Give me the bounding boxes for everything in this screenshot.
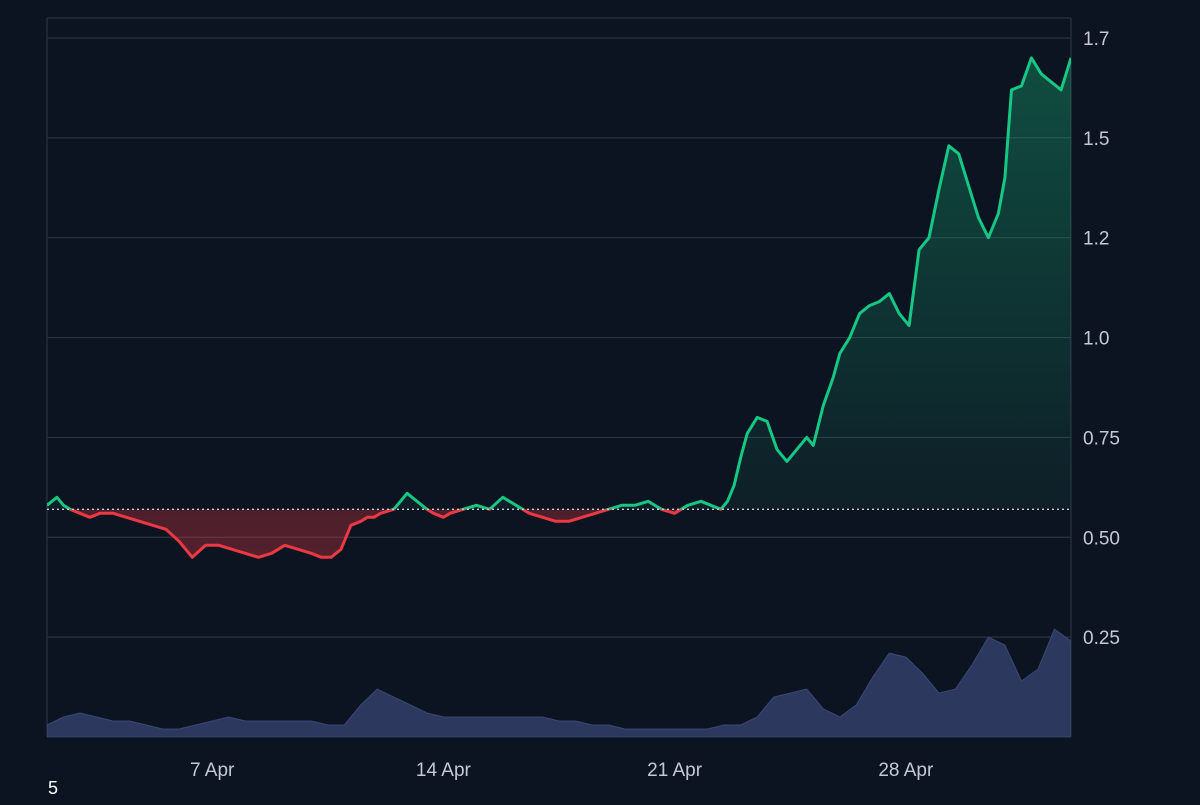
x-axis-ticks: 7 Apr 14 Apr 21 Apr 28 Apr: [190, 760, 934, 781]
x-tick-label: 28 Apr: [878, 760, 934, 781]
y-tick-label: 1.0: [1083, 329, 1109, 350]
y-tick-label: 1.2: [1083, 229, 1109, 250]
price-line-up[interactable]: [47, 56, 1071, 557]
y-tick-label: 1.5: [1083, 129, 1109, 150]
y-tick-label: 0.75: [1083, 428, 1120, 449]
footnote-label: 5: [48, 778, 59, 798]
price-area-up: [47, 57, 1071, 510]
y-tick-label: 0.50: [1083, 528, 1120, 549]
y-tick-label: 0.25: [1083, 628, 1120, 649]
price-line-down[interactable]: [47, 58, 1071, 559]
x-tick-label: 21 Apr: [647, 760, 703, 781]
x-tick-label: 7 Apr: [190, 760, 235, 781]
y-tick-label: 1.7: [1083, 29, 1109, 50]
volume-series: [47, 628, 1071, 737]
x-tick-label: 14 Apr: [416, 760, 472, 781]
volume-area: [47, 628, 1071, 737]
price-series[interactable]: [47, 56, 1071, 559]
y-axis-ticks: 0.25 0.50 0.75 1.0 1.2 1.5 1.7: [1083, 29, 1120, 649]
